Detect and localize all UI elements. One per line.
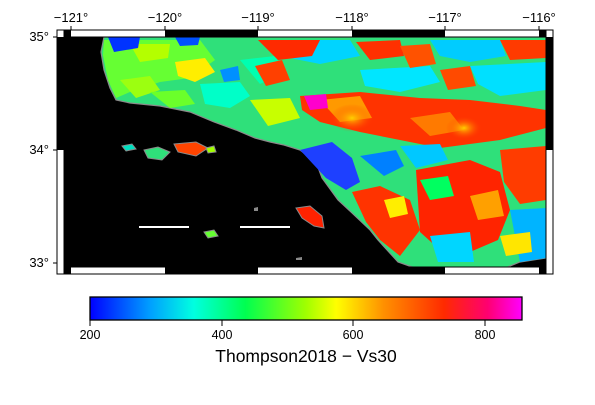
lat-label-33: 33° (29, 255, 49, 270)
lat-label-34: 34° (29, 142, 49, 157)
lon-label-119: −119° (241, 10, 275, 25)
colorbar-label-800: 800 (474, 328, 496, 342)
colorbar-gradient (89, 296, 523, 321)
colorbar-label-200: 200 (79, 328, 101, 342)
mainland-vs30 (100, 36, 547, 269)
map-frame (53, 26, 554, 275)
lat-label-35: 35° (29, 29, 49, 44)
lon-label-121: −121° (53, 10, 89, 25)
lon-label-116: −116° (522, 10, 556, 25)
colorbar-label-400: 400 (211, 328, 233, 342)
lon-label-120: −120° (147, 10, 183, 25)
scale-bar-1 (139, 226, 189, 228)
channel-islands (121, 141, 325, 260)
lon-label-117: −117° (428, 10, 462, 25)
colorbar-label-600: 600 (342, 328, 364, 342)
scale-bar-2 (240, 226, 290, 228)
colorbar-ticks (89, 320, 486, 326)
colorbar-title: Thompson2018 − Vs30 (215, 346, 397, 366)
lon-label-118: −118° (335, 10, 369, 25)
